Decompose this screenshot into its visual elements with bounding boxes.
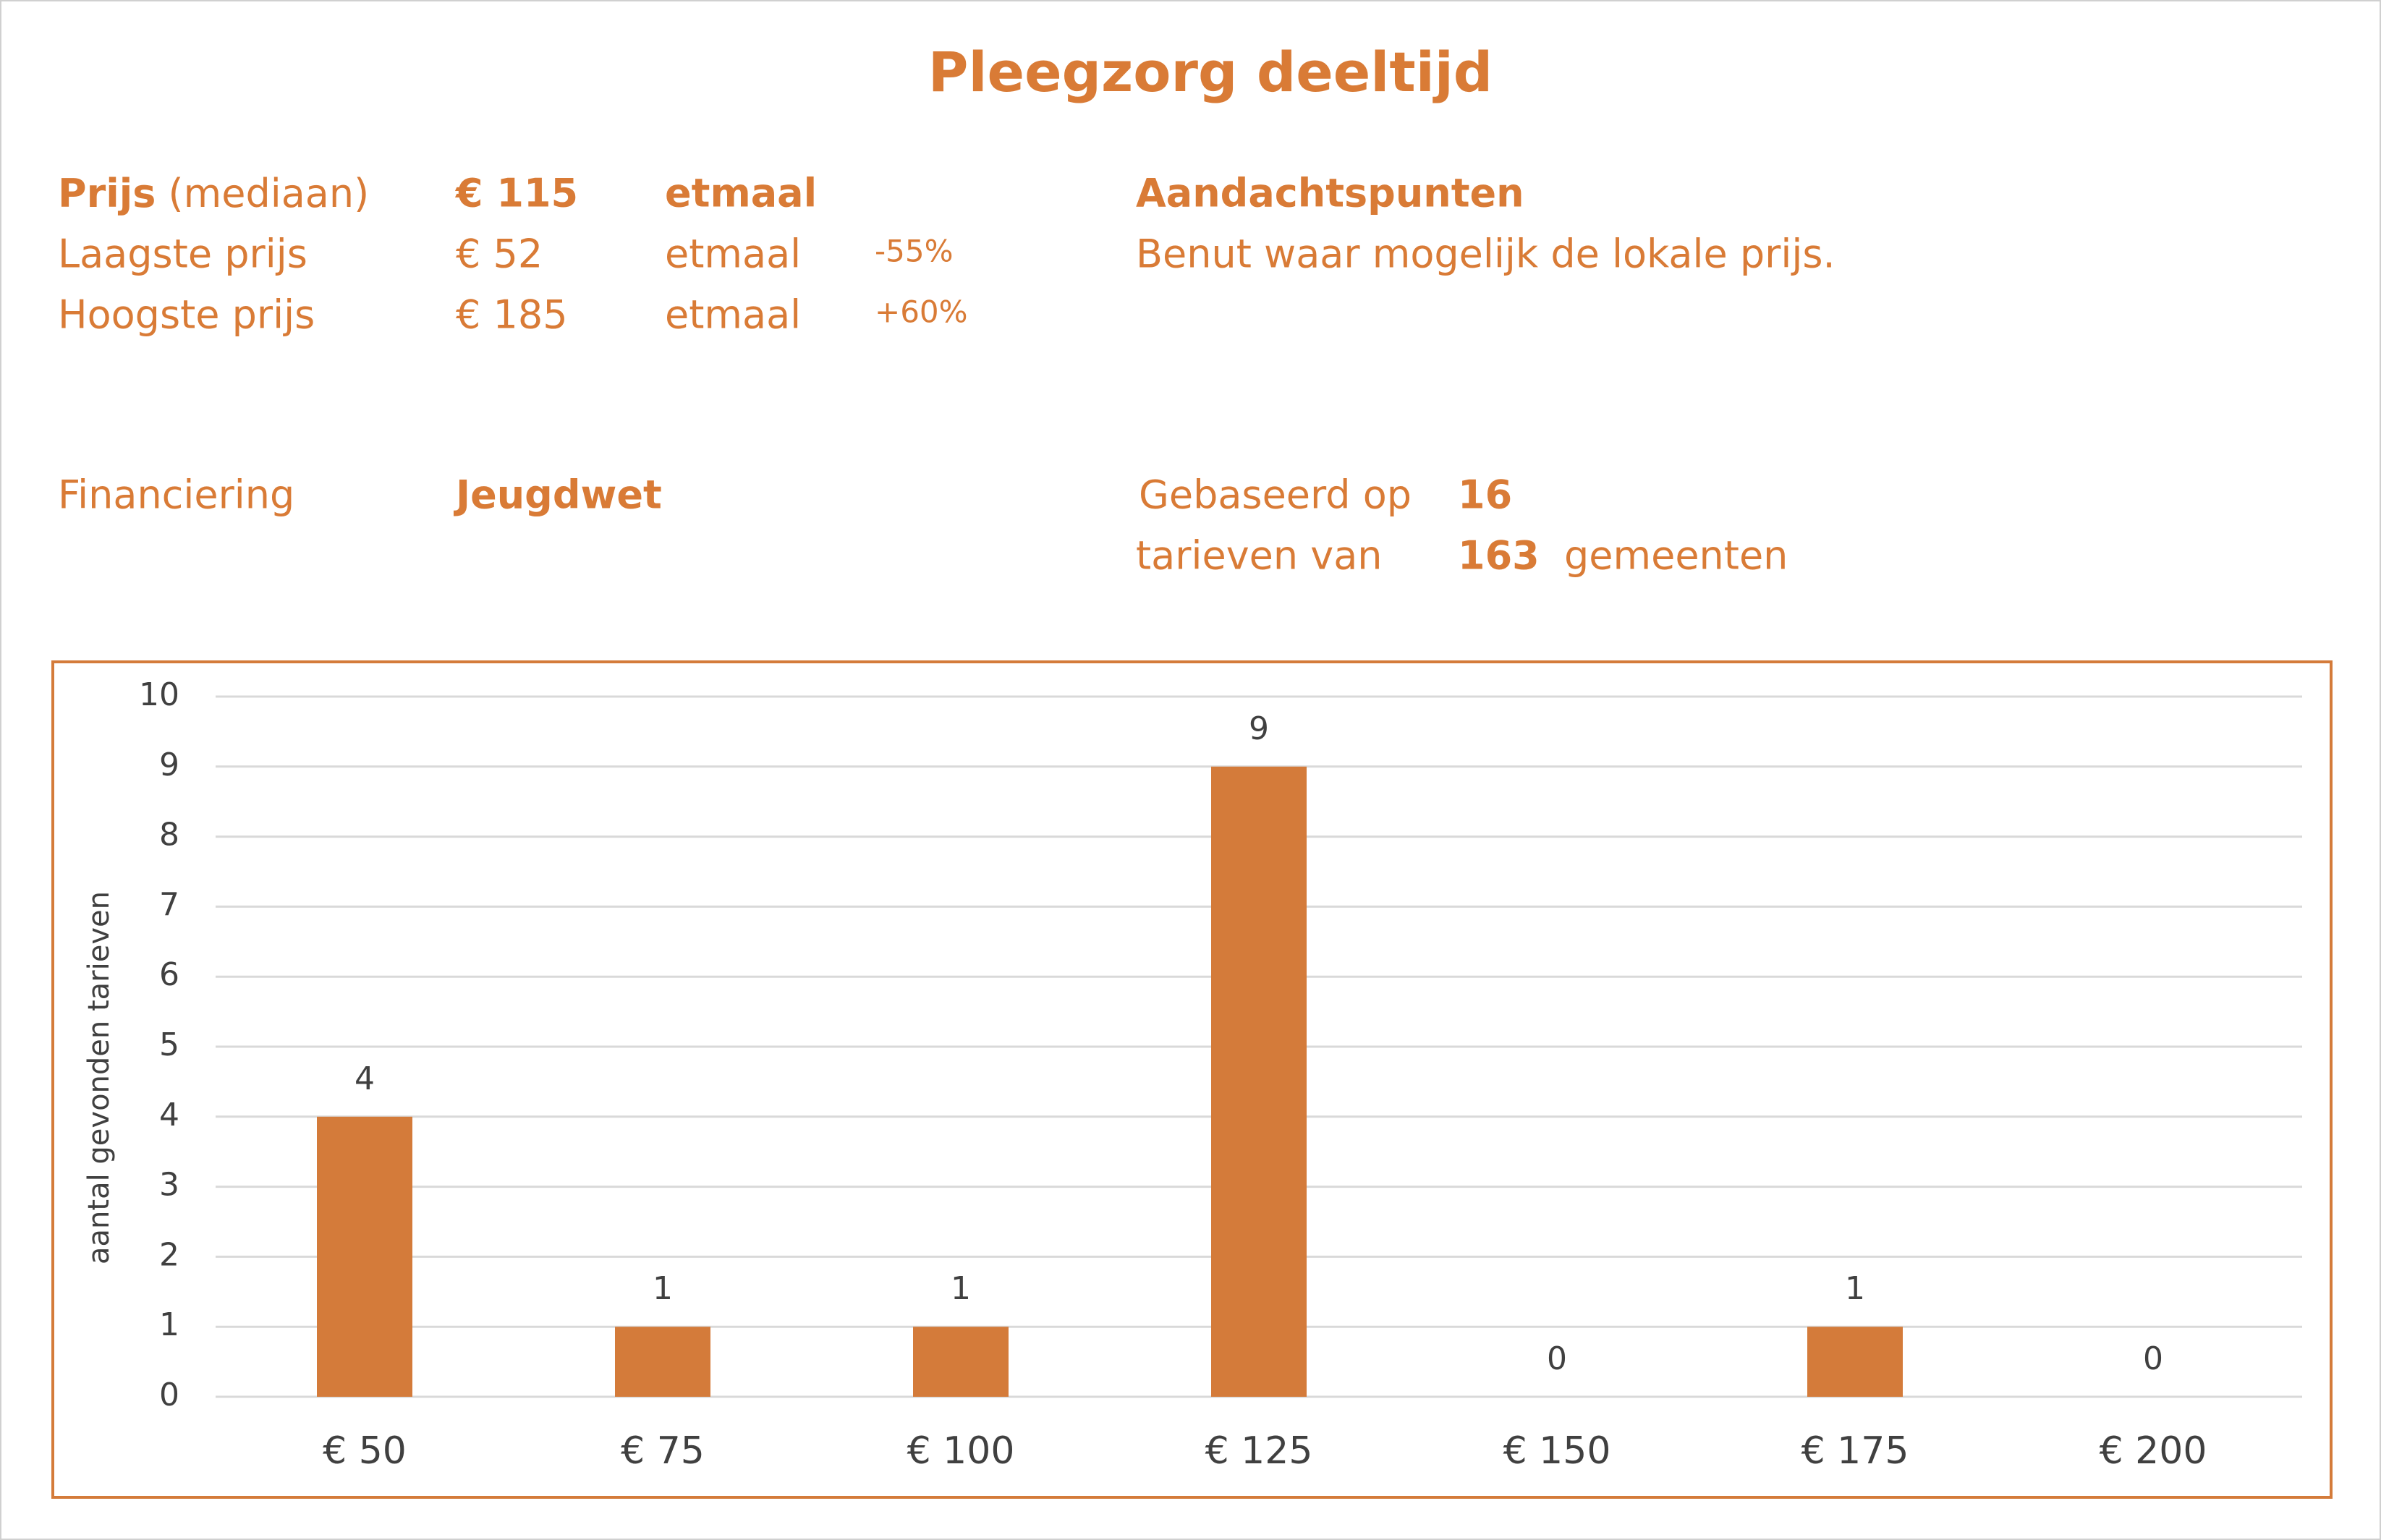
highest-label: Hoogste prijs	[58, 292, 315, 338]
bar	[317, 1116, 412, 1397]
attention-label: Aandachtspunten	[1136, 171, 1524, 216]
lowest-change: -55%	[875, 234, 954, 269]
bar	[1211, 766, 1307, 1397]
median-price: € 115	[454, 171, 578, 216]
data-label: 4	[355, 1060, 375, 1097]
x-tick-label: € 125	[1205, 1429, 1313, 1473]
lowest-unit: etmaal	[665, 231, 801, 277]
basis-label2: tarieven van	[1136, 533, 1383, 579]
median-label-main: Prijs	[58, 171, 156, 216]
y-tick-label: 9	[159, 746, 179, 783]
basis-label3: gemeenten	[1564, 533, 1788, 579]
attention-text: Benut waar mogelijk de lokale prijs.	[1136, 231, 1835, 277]
y-tick-label: 1	[159, 1306, 179, 1343]
bar	[913, 1327, 1009, 1397]
y-tick-label: 3	[159, 1167, 179, 1204]
y-tick-label: 8	[159, 817, 179, 854]
basis-count2: 163	[1458, 533, 1540, 579]
basis-label1: Gebaseerd op	[1139, 472, 1412, 518]
highest-unit: etmaal	[665, 292, 801, 338]
data-label: 0	[2143, 1340, 2163, 1377]
lowest-price: € 52	[456, 231, 543, 277]
funding-label: Financiering	[58, 472, 294, 518]
lowest-label: Laagste prijs	[58, 231, 307, 277]
x-tick-label: € 175	[1801, 1429, 1909, 1473]
x-tick-label: € 75	[621, 1429, 705, 1473]
y-tick-label: 2	[159, 1236, 179, 1273]
bar	[1807, 1327, 1903, 1397]
data-label: 1	[951, 1270, 971, 1307]
x-tick-label: € 100	[907, 1429, 1015, 1473]
bar	[615, 1327, 710, 1397]
y-tick-label: 6	[159, 956, 179, 993]
data-label: 1	[1845, 1270, 1865, 1307]
median-label: Prijs (mediaan)	[58, 171, 369, 216]
y-tick-label: 7	[159, 886, 179, 923]
median-note: (mediaan)	[169, 171, 370, 216]
x-tick-label: € 200	[2100, 1429, 2207, 1473]
data-label: 0	[1547, 1340, 1567, 1377]
y-tick-label: 0	[159, 1377, 179, 1413]
y-tick-label: 10	[139, 676, 179, 713]
x-tick-label: € 150	[1503, 1429, 1611, 1473]
chart-frame	[51, 660, 2333, 1499]
basis-count1: 16	[1458, 472, 1512, 518]
highest-change: +60%	[875, 294, 968, 330]
x-tick-label: € 50	[323, 1429, 407, 1473]
highest-price: € 185	[456, 292, 568, 338]
title: Pleegzorg deeltijd	[928, 40, 1493, 104]
y-axis-label: aantal gevonden tarieven	[82, 891, 116, 1264]
median-unit: etmaal	[665, 171, 817, 216]
y-tick-label: 5	[159, 1026, 179, 1063]
funding-value: Jeugdwet	[453, 472, 662, 518]
data-label: 9	[1249, 710, 1269, 747]
data-label: 1	[653, 1270, 673, 1307]
y-tick-label: 4	[159, 1097, 179, 1133]
